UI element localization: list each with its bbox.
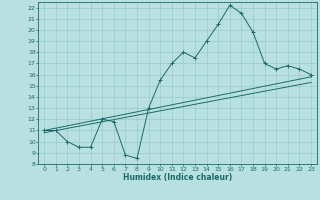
X-axis label: Humidex (Indice chaleur): Humidex (Indice chaleur) xyxy=(123,173,232,182)
